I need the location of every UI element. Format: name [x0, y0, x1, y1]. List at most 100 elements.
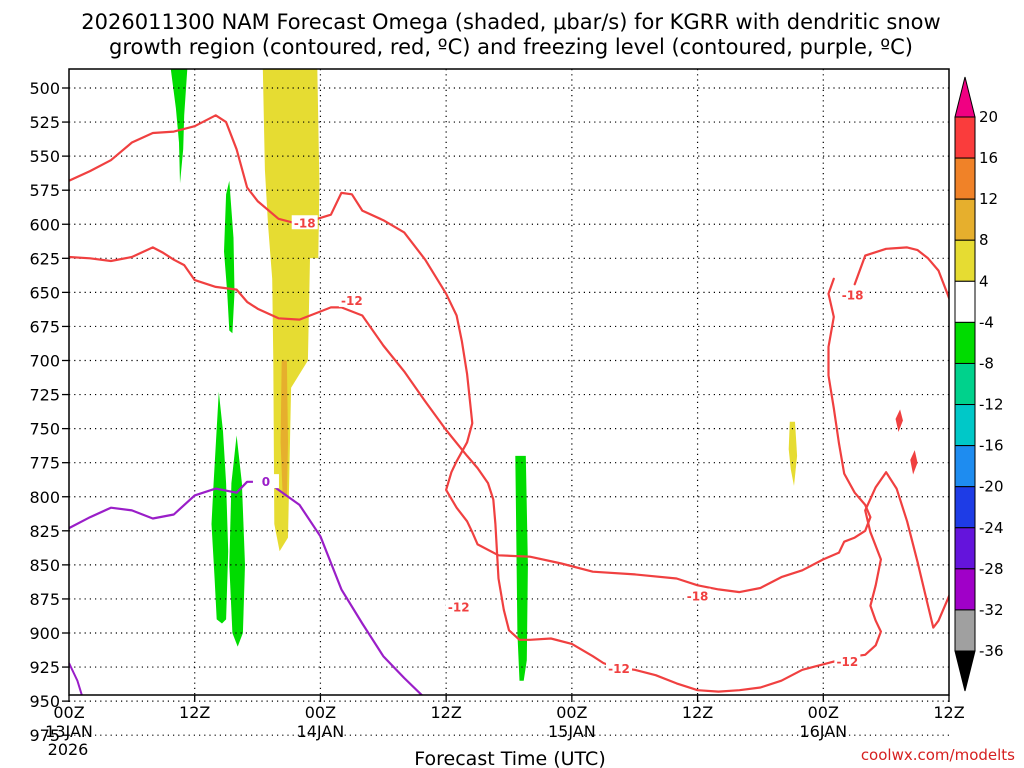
omega-rising-mid	[224, 180, 235, 334]
colorbar-label: 12	[979, 190, 998, 208]
x-tick-label: 12Z	[179, 703, 210, 722]
x-tick-year: 2026	[48, 740, 89, 759]
colorbar-bin	[954, 609, 976, 652]
y-tick-label: 800	[29, 488, 60, 507]
colorbar-label: 16	[979, 149, 998, 167]
y-tick-label: 600	[29, 215, 60, 234]
colorbar-bin	[954, 404, 976, 447]
y-tick-label: 525	[29, 113, 60, 132]
contour-label: -12	[448, 600, 470, 614]
colorbar-label: -20	[979, 478, 1004, 496]
contour-label: -18	[687, 590, 709, 604]
colorbar-bin	[954, 445, 976, 488]
colorbar-label: 4	[979, 272, 989, 290]
contour-label-bg	[338, 292, 365, 307]
colorbar-label: -4	[979, 313, 994, 331]
x-tick-label: 12Z	[933, 703, 964, 722]
x-tick-label: 12Z	[430, 703, 461, 722]
contour-label-bg	[834, 653, 861, 668]
colorbar-over-triangle	[954, 76, 976, 118]
colorbar-bin	[954, 239, 976, 282]
x-tick-label: 00Z	[305, 703, 336, 722]
y-tick-label: 825	[29, 522, 60, 541]
contour-small-loop	[895, 409, 903, 433]
omega-dot-purple-c	[239, 703, 245, 707]
x-tick-date: 13JAN	[45, 722, 93, 741]
contour-line	[853, 246, 949, 301]
colorbar-bin	[954, 362, 976, 406]
contour-label-bg	[684, 588, 711, 603]
contour-label: -12	[341, 294, 363, 308]
omega-rising-day2	[515, 455, 528, 681]
y-axis: 500 525 550 575 600 625 650 675 700 725 750 775 800 8…	[29, 79, 69, 745]
colorbar-label: 20	[979, 108, 998, 126]
y-tick-label: 775	[29, 454, 60, 473]
colorbar-bin	[954, 198, 976, 241]
contour-labels: -18 -12 -18 -12 -18 -12 -12 0	[252, 215, 866, 676]
y-tick-label: 900	[29, 624, 60, 643]
colorbar-bin	[954, 568, 976, 611]
colorbar-label: 8	[979, 231, 989, 249]
omega-sinking-column-a	[262, 69, 320, 552]
plot-frame	[68, 68, 950, 696]
x-axis-title: Forecast Time (UTC)	[414, 748, 605, 768]
x-tick-label: 00Z	[808, 703, 839, 722]
colorbar-label: -28	[979, 560, 1004, 578]
y-tick-label: 850	[29, 556, 60, 575]
omega-rising-upper	[170, 69, 188, 184]
x-tick-date: 15JAN	[548, 722, 596, 741]
contour-label-bg	[252, 474, 279, 489]
omega-dot-purple-b	[228, 705, 234, 709]
y-tick-label: 925	[29, 658, 60, 677]
colorbar-bin	[954, 280, 976, 323]
colorbar-bin	[954, 157, 976, 200]
y-tick-label: 975	[29, 726, 60, 745]
y-tick-label: 950	[29, 692, 60, 711]
y-tick-label: 750	[29, 420, 60, 439]
colorbar-bin	[954, 527, 976, 570]
contour-label-bg	[839, 287, 866, 302]
contour-line	[69, 480, 424, 695]
colorbar-label: -8	[979, 354, 994, 372]
contour-line	[69, 246, 835, 693]
x-tick-label: 00Z	[556, 703, 587, 722]
colorbar: 20 16 12 8 4 -4 -8 -12 -16 -20 -24 -28 -32 -36	[954, 76, 1004, 692]
omega-dot-purple-a	[210, 714, 218, 719]
y-tick-label: 500	[29, 79, 60, 98]
contour-label: -18	[842, 288, 864, 302]
colorbar-label: -32	[979, 601, 1004, 619]
credit-text: coolwx.com/modelts	[861, 746, 1015, 764]
contour-small-loop	[910, 450, 918, 475]
y-tick-label: 725	[29, 386, 60, 405]
y-tick-label: 650	[29, 283, 60, 302]
colorbar-label: -24	[979, 519, 1004, 537]
y-tick-label: 700	[29, 352, 60, 371]
y-tick-label: 875	[29, 590, 60, 609]
contour-line	[69, 114, 301, 226]
contour-line	[298, 191, 872, 594]
y-tick-label: 675	[29, 317, 60, 336]
omega-rising-lower-a	[211, 391, 229, 624]
contour-label-bg	[445, 599, 472, 614]
omega-rising-lower-b	[229, 435, 245, 647]
contour-line	[832, 471, 949, 663]
colorbar-bin	[954, 321, 976, 364]
contour-label: -12	[837, 655, 859, 669]
colorbar-label: -12	[979, 396, 1004, 414]
colorbar-bin	[954, 116, 976, 159]
y-tick-label: 575	[29, 181, 60, 200]
omega-sinking-day3	[788, 421, 798, 486]
contour-label: 0	[262, 475, 270, 489]
contour-label-bg	[606, 660, 632, 675]
y-tick-label: 550	[29, 147, 60, 166]
x-tick-date: 16JAN	[799, 722, 847, 741]
chart-title-line-2: growth region (contoured, red, ºC) and f…	[109, 35, 913, 59]
grid	[69, 69, 949, 736]
colorbar-under-triangle	[954, 650, 976, 692]
colorbar-label: -16	[979, 437, 1004, 455]
y-tick-label: 625	[29, 249, 60, 268]
colorbar-bin	[954, 486, 976, 529]
contour-label: -12	[608, 662, 630, 676]
